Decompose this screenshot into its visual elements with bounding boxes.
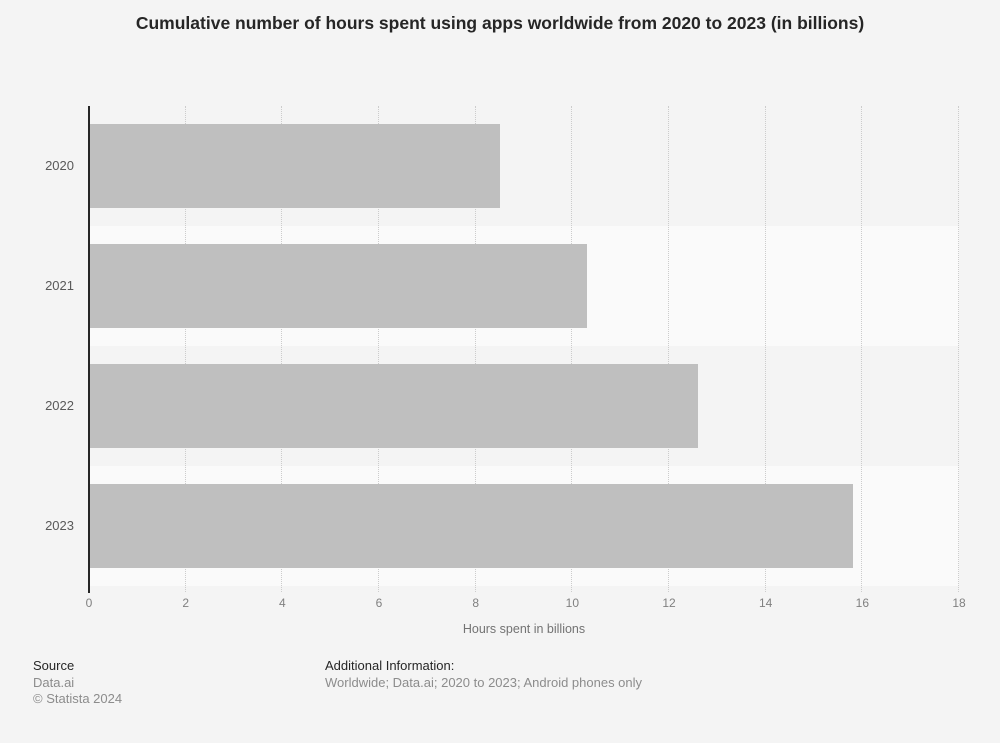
gridline-6 — [378, 106, 379, 592]
gridline-14 — [764, 106, 766, 592]
gridline-4 — [281, 106, 283, 592]
x-tick-label-16: 16 — [855, 596, 870, 610]
chart-title: Cumulative number of hours spent using a… — [135, 13, 865, 33]
gridline-10 — [571, 106, 573, 592]
bar-2023 — [89, 484, 853, 568]
additional-info-label: Additional Information: — [325, 658, 455, 673]
x-axis-title: Hours spent in billions — [462, 622, 586, 636]
x-tick-label-6: 6 — [375, 596, 383, 610]
y-axis-label-2022: 2022 — [45, 398, 74, 413]
bar-2021 — [89, 244, 587, 328]
x-tick-label-10: 10 — [565, 596, 580, 610]
copyright-notice: © Statista 2024 — [33, 691, 123, 706]
x-tick-label-2: 2 — [182, 596, 189, 610]
bar-2022 — [89, 364, 698, 448]
x-tick-label-0: 0 — [85, 596, 93, 610]
x-tick-label-4: 4 — [278, 596, 286, 610]
footer-additional-info: Additional Information: Worldwide; Data.… — [325, 658, 642, 691]
x-tick-label-12: 12 — [662, 596, 676, 610]
bar-2020 — [89, 124, 500, 208]
footer-source: Source Data.ai © Statista 2024 — [33, 658, 122, 708]
source-label: Source — [33, 658, 75, 673]
gridline-18 — [958, 106, 959, 592]
y-axis-line — [88, 106, 90, 593]
x-tick-label-8: 8 — [472, 596, 479, 610]
y-axis-label-2020: 2020 — [45, 158, 74, 173]
gridline-2 — [184, 106, 186, 592]
y-axis-label-2021: 2021 — [45, 278, 74, 293]
x-tick-label-14: 14 — [758, 596, 773, 610]
gridline-12 — [668, 106, 669, 592]
gridline-8 — [474, 106, 476, 592]
source-value: Data.ai — [33, 674, 75, 690]
additional-info-value: Worldwide; Data.ai; 2020 to 2023; Androi… — [325, 674, 643, 690]
gridline-16 — [861, 106, 863, 592]
x-tick-label-18: 18 — [952, 596, 966, 610]
plot-area — [89, 106, 959, 592]
y-axis-label-2023: 2023 — [45, 518, 74, 533]
